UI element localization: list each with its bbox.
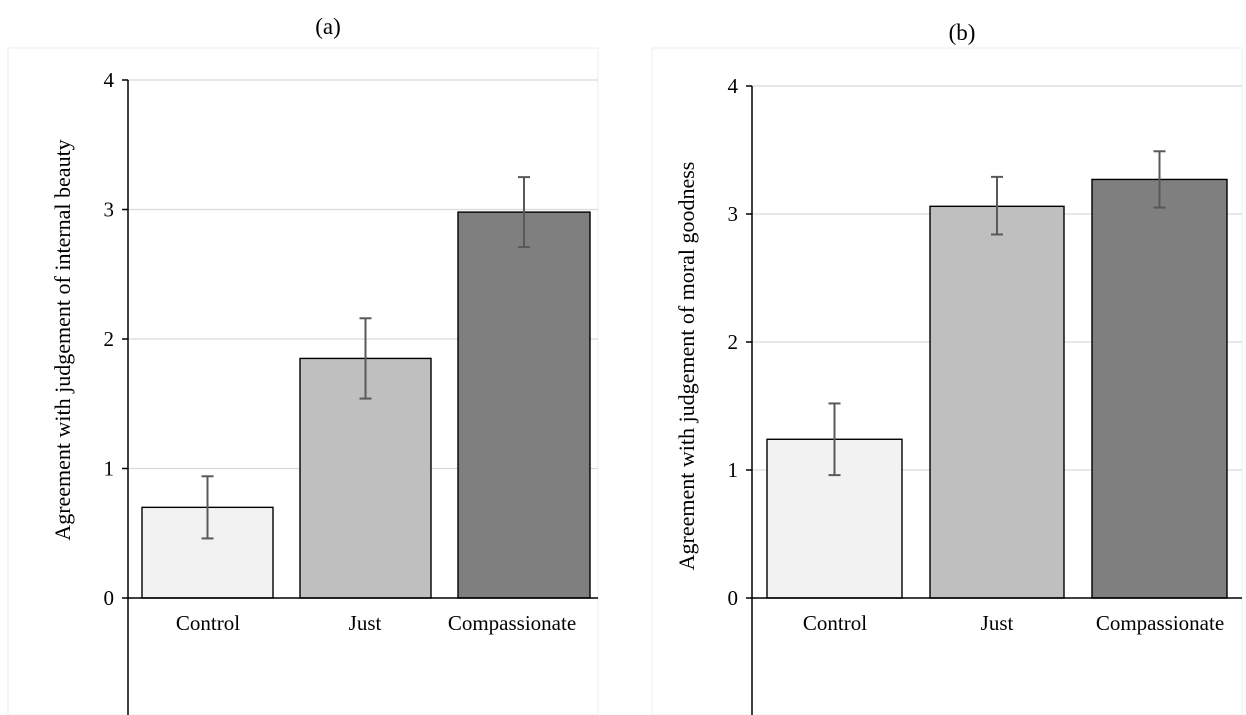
x-category-label-just: Just	[981, 611, 1014, 635]
chart-frame-a	[7, 47, 599, 715]
x-categories-a: Control Just Compassionate	[176, 611, 576, 635]
error-bar-just	[359, 317, 372, 400]
y-tick-label: 3	[104, 198, 115, 222]
bar-compassionate	[1091, 178, 1228, 599]
x-categories-b: Control Just Compassionate	[803, 611, 1224, 635]
y-tick-label: 4	[104, 68, 115, 92]
error-bar-compassionate	[518, 176, 530, 249]
bars-a	[141, 211, 591, 599]
y-ticks-b: 0 1 2 3 4	[728, 74, 752, 610]
chart-panel-b: (b) Agreement with judgement of moral go…	[651, 20, 1243, 715]
error-bar-just	[991, 175, 1003, 236]
y-axis-title-a: Agreement with judgement of internal bea…	[50, 139, 75, 540]
y-tick-label: 1	[104, 457, 115, 481]
y-axis-title-b: Agreement with judgement of moral goodne…	[674, 162, 699, 571]
error-bar-control	[201, 475, 214, 540]
error-bars-b	[828, 150, 1166, 477]
error-bars-a	[201, 176, 530, 540]
x-category-label-control: Control	[803, 611, 867, 635]
chart-frame-b	[651, 47, 1243, 715]
y-tick-label: 0	[728, 586, 739, 610]
chart-title-b: (b)	[949, 20, 976, 45]
x-category-label-compassionate: Compassionate	[1096, 611, 1224, 635]
y-tick-label: 2	[104, 327, 115, 351]
bar-compassionate	[457, 211, 591, 599]
error-bar-compassionate	[1153, 150, 1166, 209]
chart-panel-a: (a) Agreement with judgement of internal…	[7, 14, 599, 715]
x-category-label-compassionate: Compassionate	[448, 611, 576, 635]
y-tick-label: 2	[728, 330, 739, 354]
y-tick-label: 0	[104, 586, 115, 610]
bar-just	[929, 205, 1065, 599]
y-tick-label: 1	[728, 458, 739, 482]
error-bar-control	[828, 402, 841, 477]
bars-b	[766, 178, 1228, 599]
y-tick-label: 3	[728, 202, 739, 226]
x-category-label-control: Control	[176, 611, 240, 635]
chart-title-a: (a)	[315, 14, 341, 39]
x-category-label-just: Just	[349, 611, 382, 635]
y-ticks-a: 0 1 2 3 4	[104, 68, 128, 610]
y-tick-label: 4	[728, 74, 739, 98]
